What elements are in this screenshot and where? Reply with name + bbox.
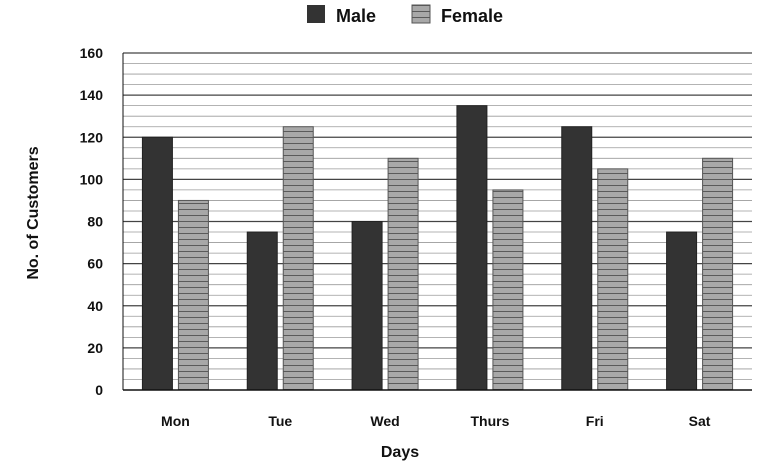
y-tick-label: 60 — [87, 256, 103, 272]
bar-female-fri — [597, 168, 629, 391]
y-tick-label: 0 — [95, 382, 103, 398]
bar-female-wed — [387, 157, 419, 391]
bars — [141, 105, 734, 391]
x-tick-label: Wed — [370, 413, 399, 429]
bar-female-sat — [702, 157, 734, 391]
y-tick-label: 100 — [80, 171, 104, 187]
bar-female-tue — [282, 126, 314, 391]
x-tick-label: Fri — [586, 413, 604, 429]
bar-male-wed — [351, 221, 383, 391]
legend-label-male: Male — [336, 6, 376, 26]
bar-male-sat — [666, 231, 698, 391]
y-tick-label: 20 — [87, 340, 103, 356]
y-tick-label: 120 — [80, 129, 104, 145]
x-tick-label: Sat — [689, 413, 711, 429]
legend-swatch-female — [411, 4, 431, 24]
y-tick-label: 160 — [80, 45, 104, 61]
x-tick-label: Mon — [161, 413, 190, 429]
x-tick-label: Thurs — [470, 413, 509, 429]
gridlines — [123, 52, 752, 380]
bar-female-mon — [177, 199, 209, 391]
y-axis-title: No. of Customers — [25, 146, 42, 279]
y-axis-ticks: 0 20 40 60 80 100 120 140 160 — [80, 45, 104, 398]
y-tick-label: 80 — [87, 214, 103, 230]
bar-male-fri — [561, 126, 593, 391]
y-tick-label: 140 — [80, 87, 104, 103]
y-tick-label: 40 — [87, 298, 103, 314]
legend: Male Female — [307, 4, 503, 26]
x-axis-ticks: Mon Tue Wed Thurs Fri Sat — [161, 413, 711, 429]
bar-male-tue — [246, 231, 278, 391]
bar-female-thurs — [492, 189, 524, 391]
x-tick-label: Tue — [268, 413, 292, 429]
x-axis-title: Days — [381, 444, 419, 461]
bar-male-mon — [141, 136, 173, 391]
legend-label-female: Female — [441, 6, 503, 26]
bar-male-thurs — [456, 105, 488, 391]
legend-swatch-male — [307, 5, 325, 23]
